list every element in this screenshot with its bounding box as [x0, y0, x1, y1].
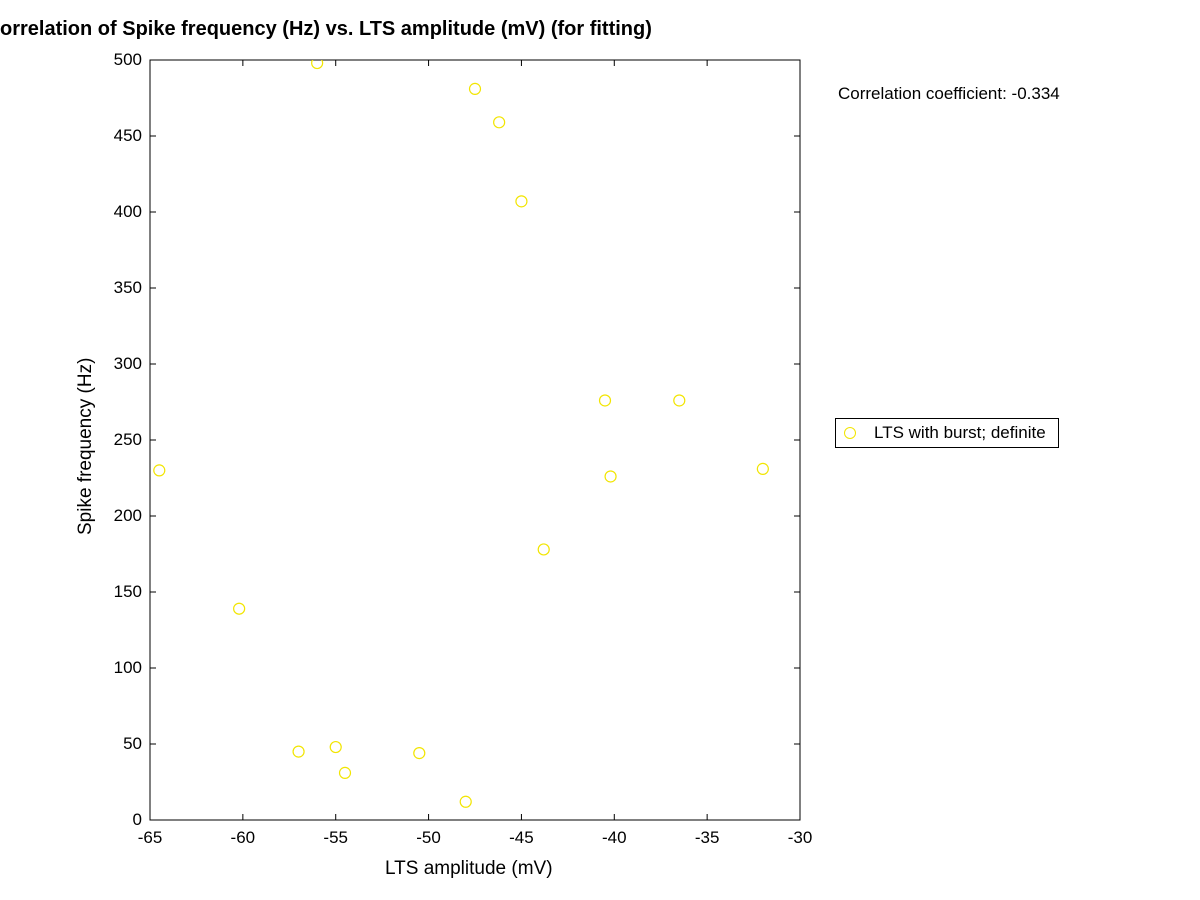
y-tick-label: 500	[114, 50, 142, 70]
legend-item-label: LTS with burst; definite	[874, 423, 1046, 443]
y-tick-label: 300	[114, 354, 142, 374]
x-axis-label: LTS amplitude (mV)	[385, 858, 553, 880]
y-tick-label: 400	[114, 202, 142, 222]
y-tick-label: 150	[114, 582, 142, 602]
y-tick-label: 100	[114, 658, 142, 678]
x-tick-label: -65	[130, 828, 170, 848]
chart-title: orrelation of Spike frequency (Hz) vs. L…	[0, 18, 652, 41]
y-tick-label: 200	[114, 506, 142, 526]
x-tick-label: -40	[594, 828, 634, 848]
x-tick-label: -50	[409, 828, 449, 848]
y-tick-label: 450	[114, 126, 142, 146]
y-axis-label: Spike frequency (Hz)	[75, 358, 97, 535]
y-tick-label: 350	[114, 278, 142, 298]
x-tick-label: -60	[223, 828, 263, 848]
scatter-plot-svg	[0, 0, 1200, 900]
legend-marker-icon	[844, 427, 856, 439]
x-tick-label: -35	[687, 828, 727, 848]
x-tick-label: -30	[780, 828, 820, 848]
chart-container: { "chart": { "type": "scatter", "title":…	[0, 0, 1200, 900]
x-tick-label: -55	[316, 828, 356, 848]
correlation-annotation: Correlation coefficient: -0.334	[838, 84, 1060, 104]
x-tick-label: -45	[501, 828, 541, 848]
y-tick-label: 250	[114, 430, 142, 450]
y-tick-label: 50	[123, 734, 142, 754]
y-tick-label: 0	[133, 810, 142, 830]
legend: LTS with burst; definite	[835, 418, 1059, 448]
